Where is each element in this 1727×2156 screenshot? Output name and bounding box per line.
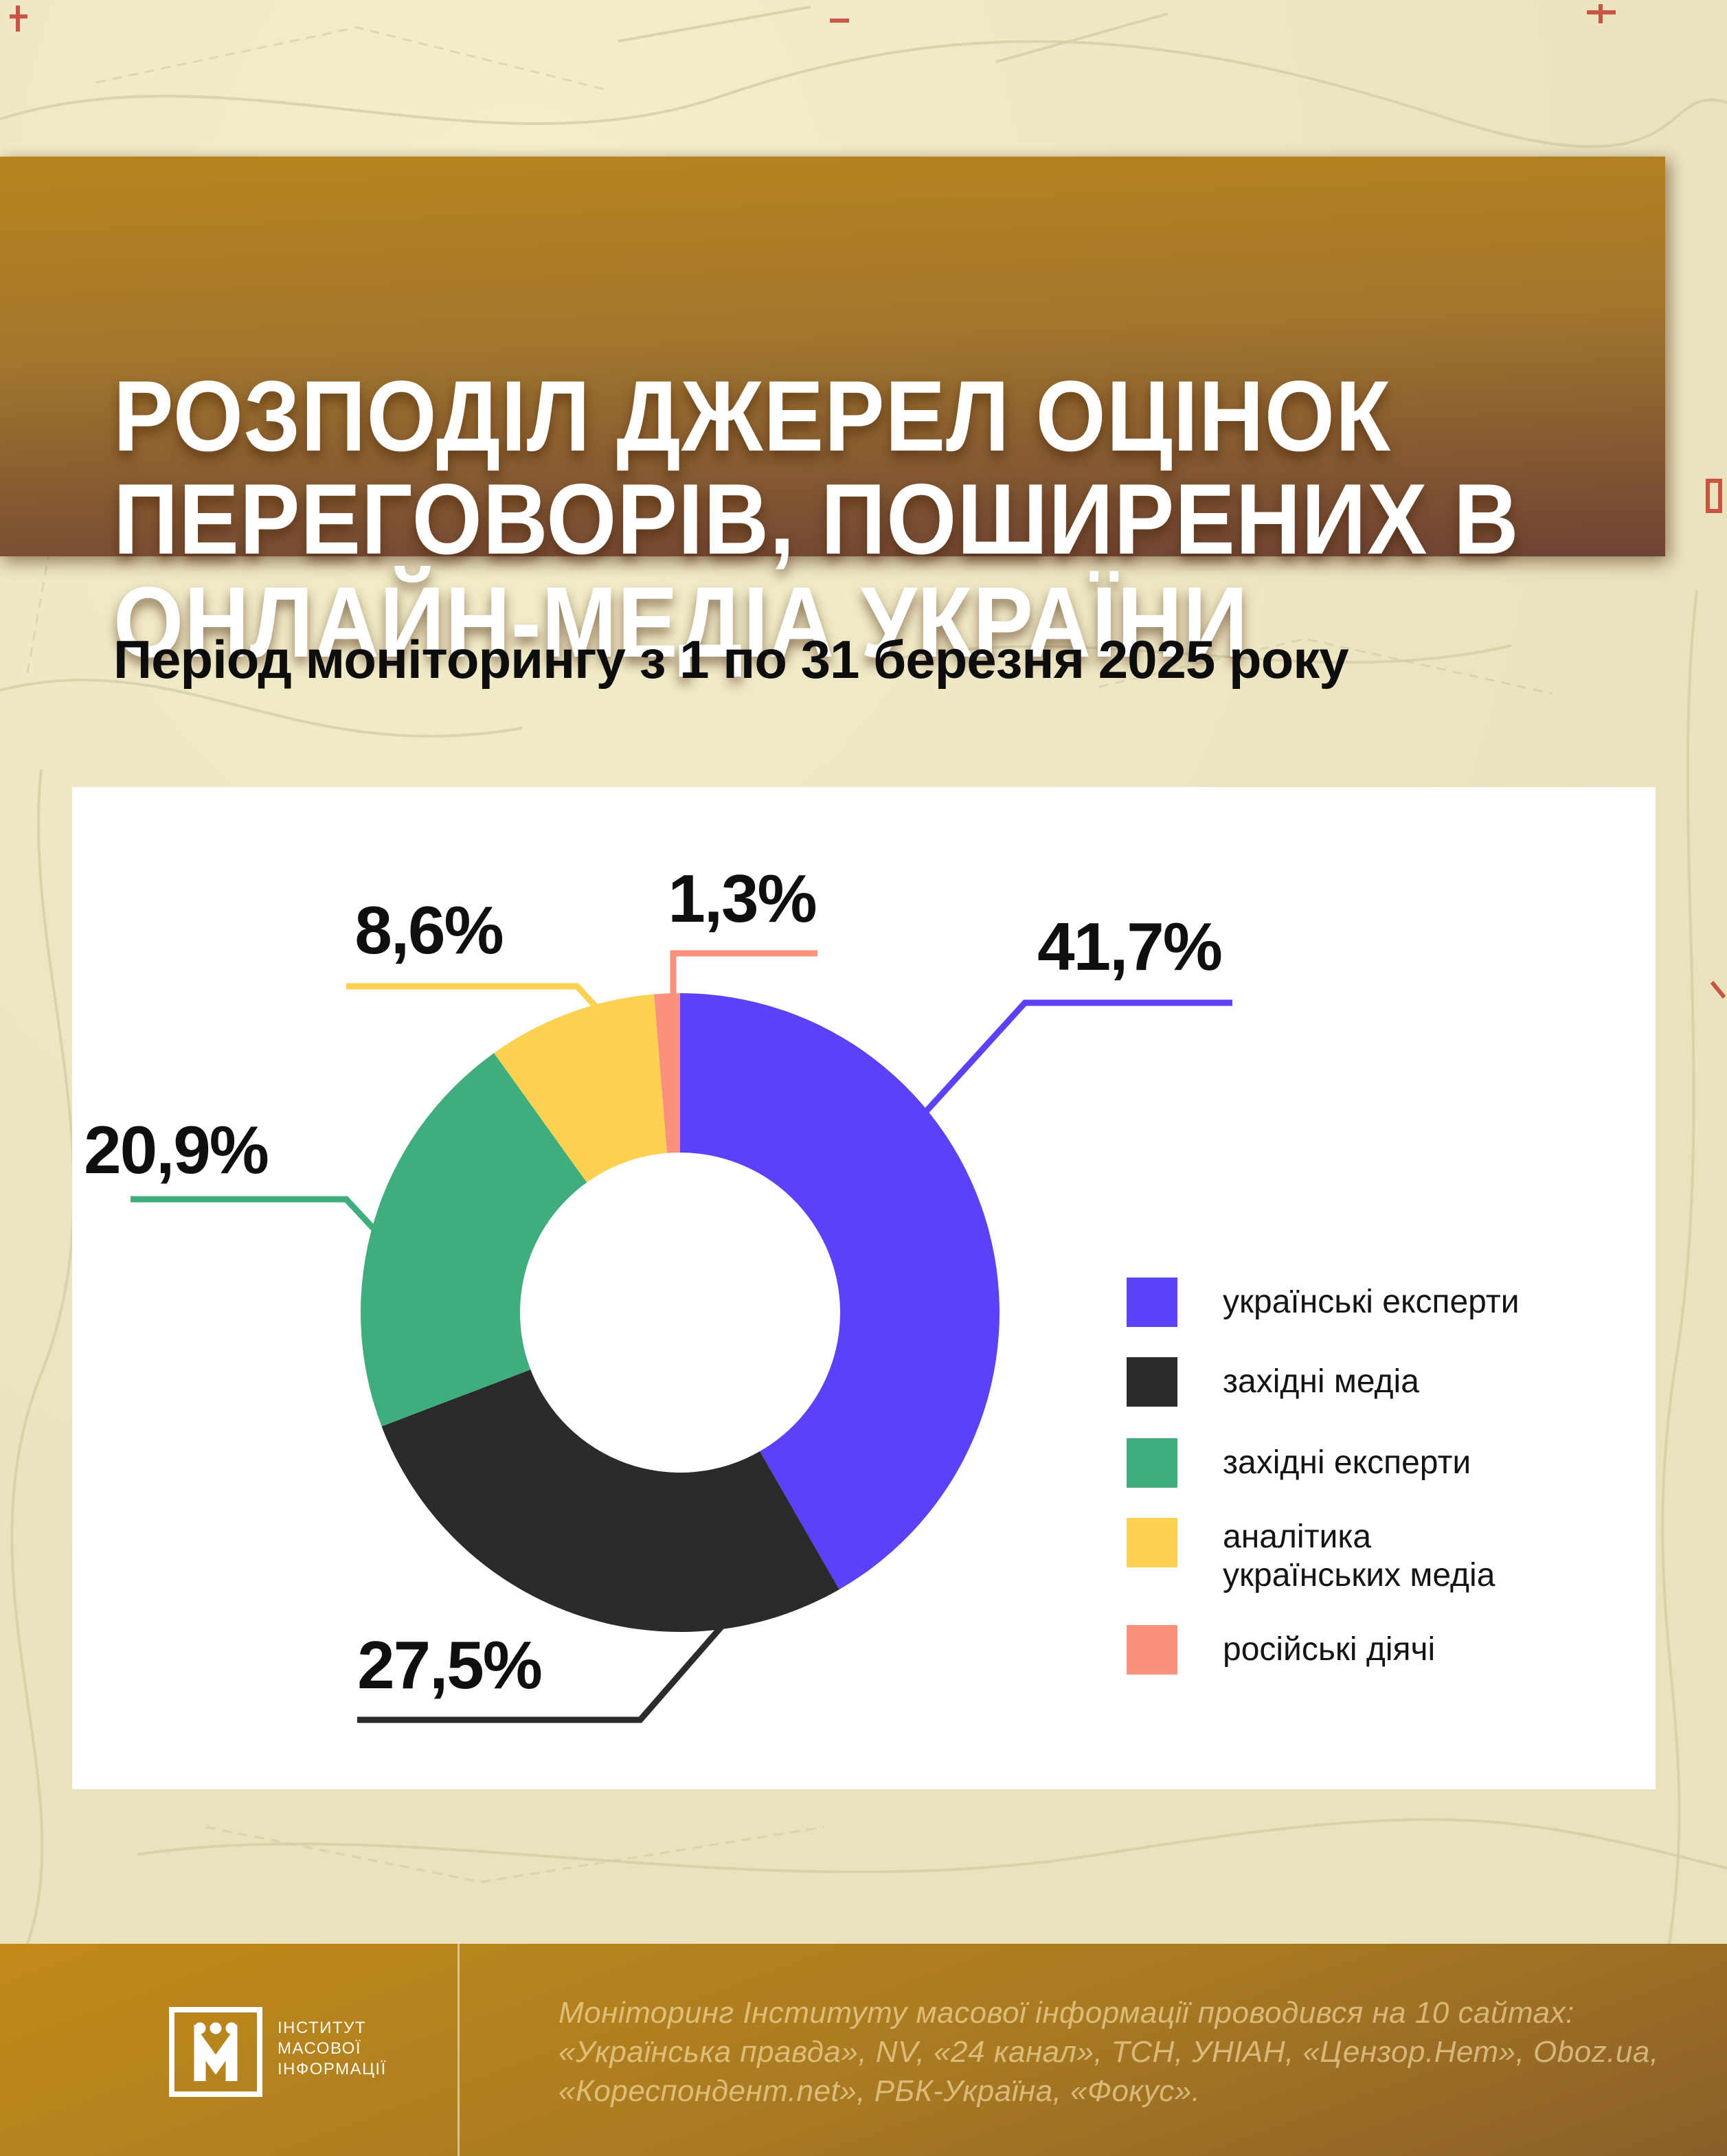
leader-line-5 bbox=[670, 950, 817, 1008]
legend-swatch-icon bbox=[1127, 1278, 1177, 1327]
legend-item-2: західні медіа bbox=[1127, 1357, 1419, 1407]
legend-label: західні експерти bbox=[1223, 1444, 1471, 1481]
percent-label-5: 1,3% bbox=[668, 861, 815, 936]
percent-label-1: 41,7% bbox=[1037, 909, 1221, 984]
percent-label-2: 27,5% bbox=[357, 1627, 541, 1703]
leader-line-1 bbox=[897, 999, 1232, 1143]
leader-line-3 bbox=[131, 1196, 422, 1280]
title-line-1: РОЗПОДІЛ ДЖЕРЕЛ ОЦІНОК bbox=[113, 360, 1391, 472]
note-line-1: Моніторинг Інституту масової інформації … bbox=[558, 1996, 1574, 2030]
note-line-3: «Кореспондент.net», РБК-Україна, «Фокус»… bbox=[558, 2074, 1201, 2108]
page-title: РОЗПОДІЛ ДЖЕРЕЛ ОЦІНОК ПЕРЕГОВОРІВ, ПОШИ… bbox=[113, 365, 1520, 674]
header-banner: РОЗПОДІЛ ДЖЕРЕЛ ОЦІНОК ПЕРЕГОВОРІВ, ПОШИ… bbox=[0, 157, 1665, 674]
red-map-mark bbox=[10, 5, 27, 32]
percent-label-4: 8,6% bbox=[354, 892, 502, 968]
monitoring-note: Моніторинг Інституту масової інформації … bbox=[558, 1993, 1659, 2111]
legend-item-3: західні експерти bbox=[1127, 1438, 1471, 1488]
imi-org-name: ІНСТИТУТ МАСОВОЇ ІНФОРМАЦІЇ bbox=[278, 2018, 387, 2080]
percent-label-3: 20,9% bbox=[84, 1112, 268, 1188]
footer-bar: ІНСТИТУТ МАСОВОЇ ІНФОРМАЦІЇ Моніторинг І… bbox=[0, 1944, 1727, 2156]
note-line-2: «Українська правда», NV, «24 канал», ТСН… bbox=[558, 2035, 1659, 2069]
imi-logo-icon bbox=[169, 2007, 262, 2097]
title-line-3: ОНЛАЙН-МЕДІА УКРАЇНИ bbox=[113, 566, 1249, 678]
org-line-3: ІНФОРМАЦІЇ bbox=[278, 2060, 387, 2078]
leader-line-4 bbox=[346, 983, 644, 1059]
legend-item-5: російські діячі bbox=[1127, 1625, 1435, 1675]
legend-item-4: аналітика українських медіа bbox=[1127, 1518, 1495, 1595]
legend-label: аналітика українських медіа bbox=[1223, 1519, 1495, 1593]
leader-line-2 bbox=[357, 1622, 727, 1723]
donut-segment-1 bbox=[680, 993, 1000, 1590]
legend-swatch-icon bbox=[1127, 1625, 1177, 1675]
donut-segment-2 bbox=[381, 1370, 839, 1632]
org-line-1: ІНСТИТУТ bbox=[278, 2019, 367, 2037]
chart-card: 41,7% 27,5% 20,9% 8,6% 1,3% українські експе… bbox=[72, 787, 1656, 1789]
legend-swatch-icon bbox=[1127, 1357, 1177, 1407]
donut-segment-5 bbox=[654, 993, 680, 1153]
legend-label: західні медіа bbox=[1223, 1363, 1419, 1400]
monitoring-period-subtitle: Період моніторингу з 1 по 31 березня 202… bbox=[113, 629, 1349, 690]
legend-swatch-icon bbox=[1127, 1518, 1177, 1567]
legend-label: російські діячі bbox=[1223, 1631, 1436, 1668]
org-line-2: МАСОВОЇ bbox=[278, 2039, 361, 2058]
donut-segment-3 bbox=[361, 1053, 587, 1427]
legend-label: українські експерти bbox=[1223, 1284, 1520, 1320]
legend-swatch-icon bbox=[1127, 1438, 1177, 1488]
donut-chart: 41,7% 27,5% 20,9% 8,6% 1,3% bbox=[84, 861, 1232, 1723]
legend-item-1: українські експерти bbox=[1127, 1278, 1520, 1327]
title-line-2: ПЕРЕГОВОРІВ, ПОШИРЕНИХ В bbox=[113, 463, 1520, 575]
footer-separator-line bbox=[458, 1944, 460, 2156]
